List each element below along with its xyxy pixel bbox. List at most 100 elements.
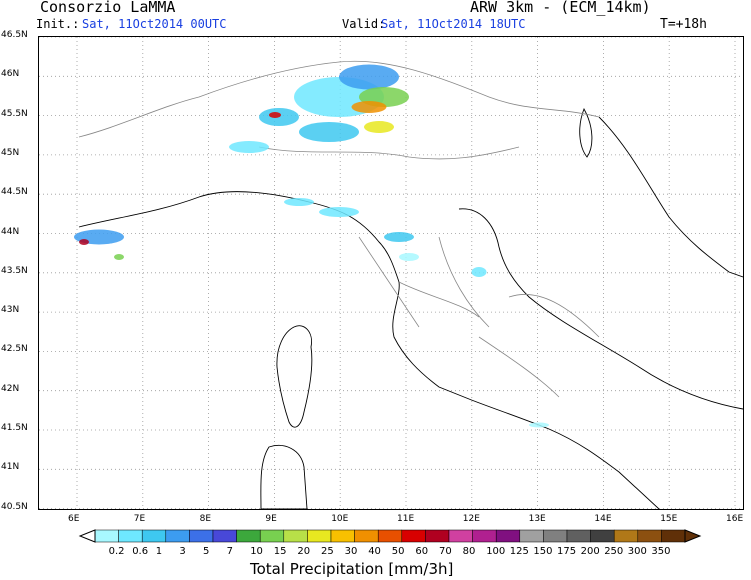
colorbar-level-label: 50 — [391, 546, 405, 557]
colorbar-level-label: 250 — [604, 546, 624, 557]
colorbar-swatch — [401, 529, 426, 543]
colorbar-level-label: 3 — [179, 546, 186, 557]
colorbar-level-label: 70 — [439, 546, 452, 557]
precipitation-area — [339, 64, 399, 90]
colorbar-arrow-right — [684, 529, 702, 543]
border-alps — [78, 60, 600, 138]
lon-label: 12E — [462, 514, 480, 524]
precipitation-area — [229, 141, 269, 153]
colorbar-level-label: 80 — [462, 546, 476, 557]
colorbar-swatch — [141, 529, 167, 543]
valid-label: Valid: — [342, 17, 386, 31]
colorbar-swatch — [590, 529, 615, 543]
colorbar-swatch — [307, 529, 332, 543]
colorbar-level-label: 40 — [368, 546, 381, 557]
colorbar-level-label: 175 — [557, 546, 577, 557]
precipitation-area — [529, 422, 549, 428]
precipitation-area — [269, 112, 281, 118]
colorbar-level-label: 60 — [415, 546, 429, 557]
border-tyrrhenian — [398, 281, 480, 318]
colorbar-swatch — [661, 529, 686, 543]
lon-label: 8E — [199, 514, 212, 524]
colorbar-level-label: 15 — [273, 546, 287, 557]
header-org: Consorzio LaMMA — [40, 0, 176, 16]
colorbar-level-label: 100 — [486, 546, 506, 557]
colorbar-level-label: 300 — [627, 546, 647, 557]
colorbar-level-label: 0.2 — [108, 546, 125, 557]
colorbar-level-label: 0.6 — [132, 546, 149, 557]
precipitation-area — [299, 122, 359, 142]
colorbar-level-label: 20 — [297, 546, 311, 557]
lat-label: 46.5N — [1, 30, 28, 40]
lon-label: 9E — [265, 514, 277, 524]
lat-label: 42N — [1, 383, 20, 394]
colorbar-level-label: 30 — [344, 546, 358, 557]
coastline-croatia — [598, 116, 743, 278]
lon-label: 15E — [660, 514, 678, 524]
colorbar-swatch — [189, 529, 214, 543]
lat-label: 45.5N — [1, 108, 28, 119]
lon-label: 7E — [133, 514, 146, 524]
colorbar-swatch — [259, 529, 285, 543]
lon-label: 14E — [594, 514, 612, 524]
colorbar-swatch — [212, 529, 237, 543]
colorbar-swatch — [637, 529, 662, 543]
coastline-corsica — [276, 325, 313, 428]
colorbar-swatch — [94, 529, 119, 543]
colorbar-swatch — [236, 529, 261, 543]
colorbar-level-label: 200 — [580, 546, 600, 557]
precipitation-area — [399, 253, 419, 261]
precipitation-area — [319, 207, 359, 217]
lon-label: 16E — [726, 514, 744, 524]
colorbar-swatch — [472, 529, 497, 543]
colorbar-swatch — [354, 529, 379, 543]
colorbar-swatch — [165, 529, 190, 543]
coastline-adriatic — [458, 208, 743, 410]
colorbar-title: Total Precipitation [mm/3h] — [250, 560, 454, 578]
colorbar-swatch — [425, 529, 450, 543]
colorbar-level-label: 150 — [533, 546, 553, 557]
colorbar-swatch — [283, 529, 308, 543]
lead-time: T=+18h — [660, 17, 707, 32]
precipitation-area — [114, 254, 124, 260]
init-label: Init.: — [36, 17, 80, 31]
precipitation-area — [351, 101, 387, 113]
lon-label: 10E — [331, 514, 349, 524]
colorbar-arrow-left — [78, 529, 96, 543]
colorbar-level-label: 7 — [226, 546, 233, 557]
colorbar-swatch — [566, 529, 591, 543]
precipitation-map — [38, 36, 744, 510]
lat-label: 45N — [1, 147, 20, 158]
precipitation-colorbar — [78, 529, 702, 543]
colorbar-swatch — [543, 529, 568, 543]
header-model: ARW 3km - (ECM_14km) — [470, 0, 651, 16]
colorbar-swatch — [448, 529, 473, 543]
colorbar-level-label: 5 — [203, 546, 210, 557]
colorbar-level-label: 350 — [651, 546, 671, 557]
lat-label: 43N — [1, 305, 20, 316]
lat-label: 44N — [1, 226, 20, 237]
colorbar-swatch — [495, 529, 521, 543]
colorbar-level-label: 1 — [155, 546, 163, 557]
lat-label: 40.5N — [1, 501, 28, 512]
coastline-istria — [579, 107, 593, 158]
colorbar-swatch — [519, 529, 544, 543]
init-value: Sat, 11Oct2014 00UTC — [82, 17, 227, 31]
lat-label: 41N — [1, 462, 20, 473]
precipitation-area — [364, 121, 394, 133]
colorbar-swatch — [377, 529, 403, 543]
precipitation-area — [471, 267, 487, 277]
colorbar-swatch — [330, 529, 355, 543]
lat-label: 44.5N — [1, 187, 28, 198]
colorbar-swatch — [118, 529, 143, 543]
coastline-ligurian — [78, 191, 660, 509]
lat-label: 43.5N — [1, 265, 28, 276]
colorbar-level-label: 125 — [509, 546, 529, 557]
colorbar-level-label: 25 — [321, 546, 334, 557]
lat-label: 41.5N — [1, 423, 28, 433]
border-po — [258, 146, 520, 160]
precipitation-area — [284, 198, 314, 206]
border-regions — [358, 236, 600, 398]
colorbar-swatch — [613, 529, 639, 543]
lat-label: 46N — [1, 69, 20, 80]
